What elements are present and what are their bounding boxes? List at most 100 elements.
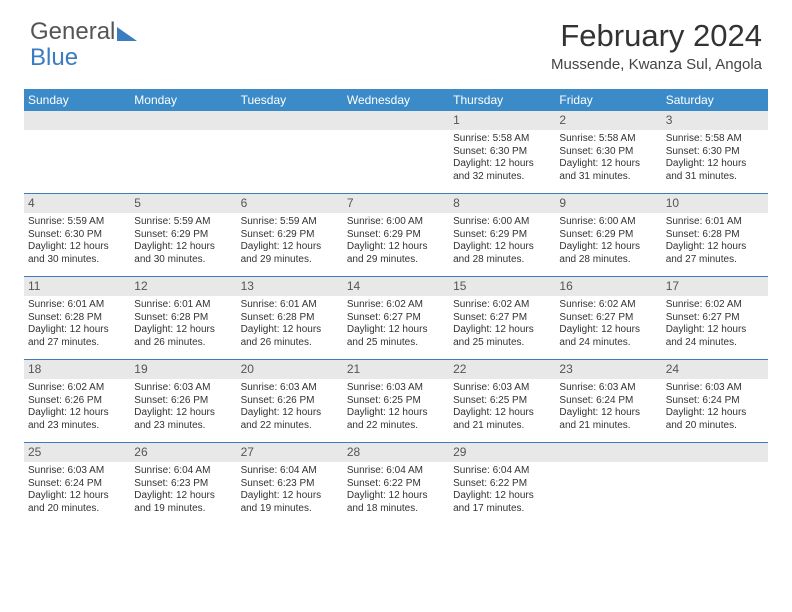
day-body: Sunrise: 6:02 AMSunset: 6:27 PMDaylight:… <box>343 296 449 353</box>
day-body: Sunrise: 6:03 AMSunset: 6:24 PMDaylight:… <box>24 462 130 519</box>
day-body: Sunrise: 6:04 AMSunset: 6:23 PMDaylight:… <box>237 462 343 519</box>
sunrise-text: Sunrise: 6:01 AM <box>28 299 126 312</box>
day-body: Sunrise: 6:03 AMSunset: 6:26 PMDaylight:… <box>130 379 236 436</box>
day-number <box>130 111 236 130</box>
weeks-container: 1Sunrise: 5:58 AMSunset: 6:30 PMDaylight… <box>24 111 768 525</box>
sunrise-text: Sunrise: 5:59 AM <box>241 216 339 229</box>
sunset-text: Sunset: 6:29 PM <box>347 229 445 242</box>
sunset-text: Sunset: 6:22 PM <box>347 478 445 491</box>
day-body: Sunrise: 6:04 AMSunset: 6:22 PMDaylight:… <box>449 462 555 519</box>
day-number <box>343 111 449 130</box>
day-body: Sunrise: 5:59 AMSunset: 6:29 PMDaylight:… <box>237 213 343 270</box>
day-body: Sunrise: 6:04 AMSunset: 6:23 PMDaylight:… <box>130 462 236 519</box>
day-body: Sunrise: 6:03 AMSunset: 6:25 PMDaylight:… <box>343 379 449 436</box>
day-cell: 9Sunrise: 6:00 AMSunset: 6:29 PMDaylight… <box>555 194 661 276</box>
day-body: Sunrise: 6:00 AMSunset: 6:29 PMDaylight:… <box>343 213 449 270</box>
day-number: 18 <box>24 360 130 379</box>
day-cell: 22Sunrise: 6:03 AMSunset: 6:25 PMDayligh… <box>449 360 555 442</box>
day-number: 4 <box>24 194 130 213</box>
weekday-header: Saturday <box>662 89 768 111</box>
day-cell: 2Sunrise: 5:58 AMSunset: 6:30 PMDaylight… <box>555 111 661 193</box>
day-cell: 28Sunrise: 6:04 AMSunset: 6:22 PMDayligh… <box>343 443 449 525</box>
sunrise-text: Sunrise: 6:03 AM <box>666 382 764 395</box>
sunrise-text: Sunrise: 6:02 AM <box>453 299 551 312</box>
daylight-text: Daylight: 12 hours and 31 minutes. <box>559 158 657 183</box>
day-body: Sunrise: 6:00 AMSunset: 6:29 PMDaylight:… <box>555 213 661 270</box>
calendar-week: 1Sunrise: 5:58 AMSunset: 6:30 PMDaylight… <box>24 111 768 194</box>
sunrise-text: Sunrise: 6:03 AM <box>28 465 126 478</box>
daylight-text: Daylight: 12 hours and 28 minutes. <box>453 241 551 266</box>
logo-line2: Blue <box>30 44 78 72</box>
daylight-text: Daylight: 12 hours and 25 minutes. <box>453 324 551 349</box>
day-number: 6 <box>237 194 343 213</box>
daylight-text: Daylight: 12 hours and 23 minutes. <box>134 407 232 432</box>
daylight-text: Daylight: 12 hours and 29 minutes. <box>241 241 339 266</box>
day-cell: 29Sunrise: 6:04 AMSunset: 6:22 PMDayligh… <box>449 443 555 525</box>
day-cell: 21Sunrise: 6:03 AMSunset: 6:25 PMDayligh… <box>343 360 449 442</box>
day-number: 9 <box>555 194 661 213</box>
day-body: Sunrise: 6:04 AMSunset: 6:22 PMDaylight:… <box>343 462 449 519</box>
weekday-header: Sunday <box>24 89 130 111</box>
day-body: Sunrise: 5:58 AMSunset: 6:30 PMDaylight:… <box>662 130 768 187</box>
day-body: Sunrise: 6:03 AMSunset: 6:24 PMDaylight:… <box>555 379 661 436</box>
day-body: Sunrise: 6:02 AMSunset: 6:27 PMDaylight:… <box>449 296 555 353</box>
daylight-text: Daylight: 12 hours and 19 minutes. <box>134 490 232 515</box>
day-body: Sunrise: 6:01 AMSunset: 6:28 PMDaylight:… <box>24 296 130 353</box>
sunrise-text: Sunrise: 6:02 AM <box>666 299 764 312</box>
day-body: Sunrise: 5:58 AMSunset: 6:30 PMDaylight:… <box>449 130 555 187</box>
day-number: 14 <box>343 277 449 296</box>
weekday-header: Friday <box>555 89 661 111</box>
daylight-text: Daylight: 12 hours and 20 minutes. <box>666 407 764 432</box>
day-cell: 7Sunrise: 6:00 AMSunset: 6:29 PMDaylight… <box>343 194 449 276</box>
day-body: Sunrise: 5:59 AMSunset: 6:29 PMDaylight:… <box>130 213 236 270</box>
day-body: Sunrise: 6:02 AMSunset: 6:27 PMDaylight:… <box>555 296 661 353</box>
weekday-header: Monday <box>130 89 236 111</box>
day-number: 8 <box>449 194 555 213</box>
empty-day-cell <box>662 443 768 525</box>
title-block: February 2024 Mussende, Kwanza Sul, Ango… <box>551 18 762 73</box>
daylight-text: Daylight: 12 hours and 20 minutes. <box>28 490 126 515</box>
daylight-text: Daylight: 12 hours and 19 minutes. <box>241 490 339 515</box>
sunrise-text: Sunrise: 5:58 AM <box>666 133 764 146</box>
daylight-text: Daylight: 12 hours and 24 minutes. <box>559 324 657 349</box>
day-cell: 3Sunrise: 5:58 AMSunset: 6:30 PMDaylight… <box>662 111 768 193</box>
day-number: 27 <box>237 443 343 462</box>
sunrise-text: Sunrise: 6:00 AM <box>347 216 445 229</box>
day-number: 2 <box>555 111 661 130</box>
day-cell: 10Sunrise: 6:01 AMSunset: 6:28 PMDayligh… <box>662 194 768 276</box>
weekday-header: Wednesday <box>343 89 449 111</box>
sunrise-text: Sunrise: 6:01 AM <box>134 299 232 312</box>
day-number: 22 <box>449 360 555 379</box>
sunset-text: Sunset: 6:24 PM <box>28 478 126 491</box>
sunrise-text: Sunrise: 6:04 AM <box>134 465 232 478</box>
sunset-text: Sunset: 6:28 PM <box>241 312 339 325</box>
day-cell: 23Sunrise: 6:03 AMSunset: 6:24 PMDayligh… <box>555 360 661 442</box>
day-cell: 19Sunrise: 6:03 AMSunset: 6:26 PMDayligh… <box>130 360 236 442</box>
logo-text-general: General <box>30 18 115 46</box>
daylight-text: Daylight: 12 hours and 22 minutes. <box>241 407 339 432</box>
day-body: Sunrise: 6:00 AMSunset: 6:29 PMDaylight:… <box>449 213 555 270</box>
daylight-text: Daylight: 12 hours and 30 minutes. <box>134 241 232 266</box>
sunset-text: Sunset: 6:28 PM <box>28 312 126 325</box>
day-cell: 14Sunrise: 6:02 AMSunset: 6:27 PMDayligh… <box>343 277 449 359</box>
empty-day-cell <box>130 111 236 193</box>
empty-day-cell <box>343 111 449 193</box>
calendar-week: 18Sunrise: 6:02 AMSunset: 6:26 PMDayligh… <box>24 360 768 443</box>
daylight-text: Daylight: 12 hours and 26 minutes. <box>134 324 232 349</box>
sunset-text: Sunset: 6:30 PM <box>28 229 126 242</box>
day-cell: 18Sunrise: 6:02 AMSunset: 6:26 PMDayligh… <box>24 360 130 442</box>
empty-day-cell <box>555 443 661 525</box>
day-number: 3 <box>662 111 768 130</box>
day-number: 10 <box>662 194 768 213</box>
day-body: Sunrise: 6:01 AMSunset: 6:28 PMDaylight:… <box>130 296 236 353</box>
daylight-text: Daylight: 12 hours and 22 minutes. <box>347 407 445 432</box>
weekday-header: Thursday <box>449 89 555 111</box>
daylight-text: Daylight: 12 hours and 31 minutes. <box>666 158 764 183</box>
day-number: 23 <box>555 360 661 379</box>
weekday-header: Tuesday <box>237 89 343 111</box>
sunset-text: Sunset: 6:26 PM <box>241 395 339 408</box>
daylight-text: Daylight: 12 hours and 24 minutes. <box>666 324 764 349</box>
sunrise-text: Sunrise: 6:03 AM <box>347 382 445 395</box>
day-number: 19 <box>130 360 236 379</box>
daylight-text: Daylight: 12 hours and 30 minutes. <box>28 241 126 266</box>
